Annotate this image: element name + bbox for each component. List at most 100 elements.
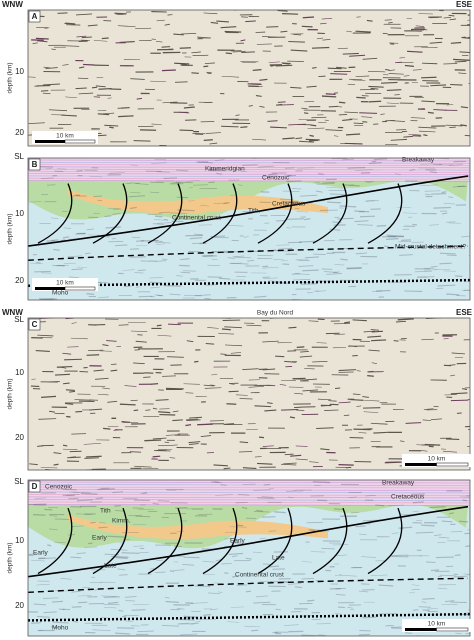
reflector [236, 275, 247, 278]
reflector [194, 360, 199, 363]
reflector [151, 382, 159, 385]
reflector [188, 443, 199, 445]
reflector [241, 506, 248, 510]
reflector [150, 286, 160, 289]
reflector [422, 597, 435, 600]
scale-label: 10 km [56, 280, 74, 287]
fault [257, 183, 293, 244]
reflector [322, 181, 336, 184]
reflector [424, 443, 441, 446]
reflector [167, 356, 184, 358]
reflector [421, 601, 427, 603]
fault [92, 507, 128, 575]
reflector [228, 552, 244, 556]
reflector [452, 185, 465, 188]
reflector [200, 435, 212, 437]
reflector [180, 32, 197, 35]
reflector [110, 548, 128, 551]
reflector [131, 609, 146, 611]
reflector [344, 111, 359, 114]
reflector [41, 395, 57, 399]
reflector [106, 629, 111, 632]
reflector [152, 407, 158, 410]
reflector [176, 622, 190, 625]
reflector [183, 383, 200, 385]
reflector [336, 66, 347, 69]
reflector [193, 233, 203, 236]
reflector [394, 61, 402, 64]
reflector [67, 255, 82, 258]
reflector [316, 37, 324, 40]
panel-label: B [32, 160, 38, 169]
reflector [394, 94, 400, 96]
reflector [99, 522, 106, 524]
reflector [152, 223, 164, 225]
reflector [300, 615, 312, 617]
reflector [93, 195, 102, 198]
section [28, 318, 470, 470]
reflector [47, 544, 52, 547]
reflector [262, 445, 274, 447]
reflector [40, 177, 54, 180]
reflector [267, 120, 278, 122]
reflector [367, 335, 382, 338]
reflector [355, 525, 366, 528]
reflector [103, 235, 110, 238]
reflector [420, 184, 438, 186]
reflector [408, 133, 421, 136]
reflector [52, 621, 69, 624]
reflector [423, 134, 428, 137]
reflector [223, 423, 235, 426]
reflector [93, 369, 104, 372]
reflector [235, 394, 248, 396]
reflector [442, 450, 457, 453]
reflector [355, 75, 370, 77]
reflector [400, 526, 413, 529]
reflector [237, 184, 243, 186]
reflector [154, 571, 166, 574]
reflector [370, 574, 388, 577]
horizon [28, 166, 470, 169]
reflector [169, 457, 176, 459]
reflector [211, 251, 229, 254]
horizon [28, 180, 470, 182]
reflector [183, 615, 197, 618]
reflector [95, 497, 104, 500]
reflector [180, 619, 195, 621]
reflector [211, 258, 218, 261]
reflector [333, 271, 340, 273]
reflector [138, 295, 153, 298]
reflector [125, 620, 133, 622]
reflector [115, 557, 128, 560]
reflector [84, 546, 98, 548]
reflector [384, 245, 389, 248]
reflector [156, 19, 165, 22]
reflector [230, 383, 235, 385]
reflector [163, 218, 169, 221]
reflector [441, 212, 448, 215]
reflector [386, 234, 404, 237]
reflector [247, 83, 262, 85]
reflector [281, 408, 299, 411]
reflector [29, 262, 43, 265]
scale-bar-black [35, 140, 65, 143]
reflector [114, 510, 126, 512]
panel: B SL 10 20 depth (km) 10 km Kimmeridgian Cenozo… [7, 152, 471, 301]
reflector [240, 39, 246, 42]
tith [68, 514, 328, 539]
fault [367, 183, 403, 244]
scale-bar-black [405, 463, 437, 466]
horizon [28, 177, 470, 180]
reflector [418, 606, 431, 608]
reflector [373, 431, 390, 434]
label-box [28, 158, 41, 171]
reflector [205, 284, 217, 286]
annotation: Kimm. [112, 518, 131, 525]
scale-bar-white [436, 462, 469, 467]
reflector [81, 36, 92, 39]
frame [27, 317, 471, 471]
reflector [214, 159, 225, 161]
reflector [298, 240, 315, 243]
reflector [309, 134, 314, 137]
reflector [464, 387, 470, 389]
